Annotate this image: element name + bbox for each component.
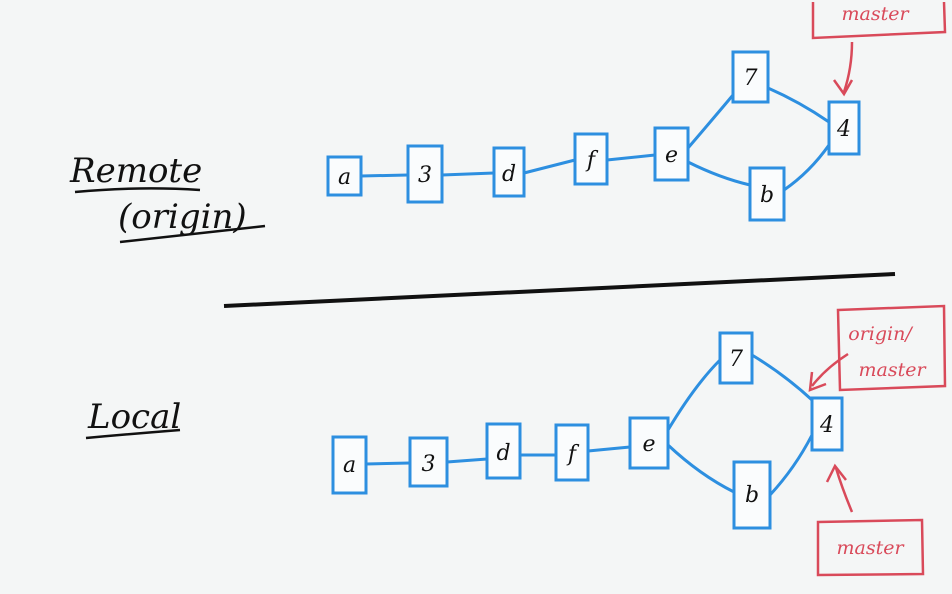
local-commit-e-label: e (642, 432, 655, 457)
local-master-arrow-head (825, 463, 847, 483)
local-commit-e-box (628, 416, 670, 470)
remote-edge-3-d (441, 171, 495, 177)
local-edge-a-3 (365, 461, 411, 466)
remote-commit-a-box (326, 155, 363, 197)
remote-edge-f-e (606, 153, 656, 162)
local-label-underline (85, 428, 181, 440)
local-master-tag-label: master (836, 537, 905, 559)
local-origin-master-arrow-head (808, 371, 827, 392)
remote-commit-7-label: 7 (744, 66, 758, 91)
local-origin-master-tag-box (836, 304, 947, 392)
remote-commit-d: d (492, 146, 526, 198)
remote-master-arrow-head (832, 79, 854, 97)
local-origin-master-arrow-shaft (811, 352, 849, 387)
remote-label-underline-1 (74, 187, 201, 194)
local-edge-e-b (666, 443, 735, 494)
remote-edges (360, 86, 831, 192)
remote-edge-a-3 (360, 173, 409, 178)
local-origin-master-line2: master (858, 359, 927, 381)
local-edge-e-7 (666, 358, 722, 431)
local-origin-master-line1: origin/ (848, 323, 913, 345)
local-master-tag: master (816, 463, 925, 577)
remote-commit-b-label: b (760, 183, 774, 208)
local-commit-7-label: 7 (729, 347, 743, 372)
local-edge-b-4 (768, 434, 814, 497)
local-label: Local (85, 397, 181, 440)
remote-commit-3-box (406, 144, 444, 204)
local-commit-4: 4 (810, 396, 844, 452)
remote-edge-d-f (523, 158, 576, 175)
local-origin-master-tag: origin/ master (808, 304, 947, 392)
remote-commit-f: f (573, 132, 609, 186)
remote-master-tag-box (811, 1, 947, 40)
remote-master-tag-label: master (841, 3, 910, 25)
remote-commit-4: 4 (827, 100, 861, 156)
remote-commit-e-box (653, 126, 690, 182)
local-commit-4-label: 4 (819, 413, 834, 438)
remote-commit-b-box (748, 166, 786, 222)
remote-commit-d-box (492, 146, 526, 198)
remote-commit-a: a (326, 155, 363, 197)
remote-edge-e-b (687, 160, 751, 187)
local-commit-3: 3 (408, 436, 449, 488)
remote-commit-4-box (827, 100, 861, 156)
local-commit-d: d (485, 422, 522, 480)
local-edges (365, 353, 814, 497)
remote-master-arrow-shaft (842, 41, 854, 93)
local-commit-3-label: 3 (422, 452, 436, 477)
remote-edge-b-4 (783, 144, 831, 192)
local-commit-b-box (732, 460, 772, 530)
remote-label-underline-2 (119, 224, 266, 244)
local-edge-3-d (446, 457, 488, 464)
local-commit-b: b (732, 460, 772, 530)
remote-commit-b: b (748, 166, 786, 222)
local-master-tag-box (816, 518, 925, 577)
local-graph: a 3 d f e 7 b 4 (331, 331, 844, 530)
local-commit-7-box (718, 331, 754, 385)
local-commit-f-box (554, 423, 590, 482)
remote-commit-e-label: e (665, 143, 678, 168)
remote-edge-7-4 (767, 86, 830, 124)
remote-commit-7: 7 (731, 50, 770, 104)
remote-label: Remote (origin) (69, 151, 266, 244)
local-commit-e: e (628, 416, 670, 470)
local-edge-f-e (587, 445, 631, 453)
local-commit-d-box (485, 422, 522, 480)
remote-master-tag: master (811, 1, 947, 97)
local-commit-d-label: d (496, 441, 510, 466)
remote-commit-f-box (573, 132, 609, 186)
remote-commit-a-label: a (338, 165, 351, 190)
local-commit-3-box (408, 436, 449, 488)
local-commit-7: 7 (718, 331, 754, 385)
remote-commit-4-label: 4 (836, 117, 851, 142)
local-commit-a-box (331, 435, 368, 495)
local-commit-a: a (331, 435, 368, 495)
remote-commit-3-label: 3 (418, 163, 432, 188)
remote-label-line1: Remote (69, 151, 202, 191)
local-master-arrow-shaft (834, 467, 854, 513)
remote-commit-3: 3 (406, 144, 444, 204)
remote-edge-e-7 (686, 94, 735, 149)
remote-commit-d-label: d (502, 162, 516, 187)
local-edge-7-4 (751, 353, 814, 402)
section-divider (223, 272, 896, 308)
remote-commit-e: e (653, 126, 690, 182)
remote-graph: a 3 d f e 7 b 4 (326, 50, 861, 222)
local-commit-f: f (554, 423, 590, 482)
local-commit-a-label: a (343, 453, 356, 478)
remote-commit-7-box (731, 50, 770, 104)
local-commit-4-box (810, 396, 844, 452)
local-commit-b-label: b (745, 483, 759, 508)
